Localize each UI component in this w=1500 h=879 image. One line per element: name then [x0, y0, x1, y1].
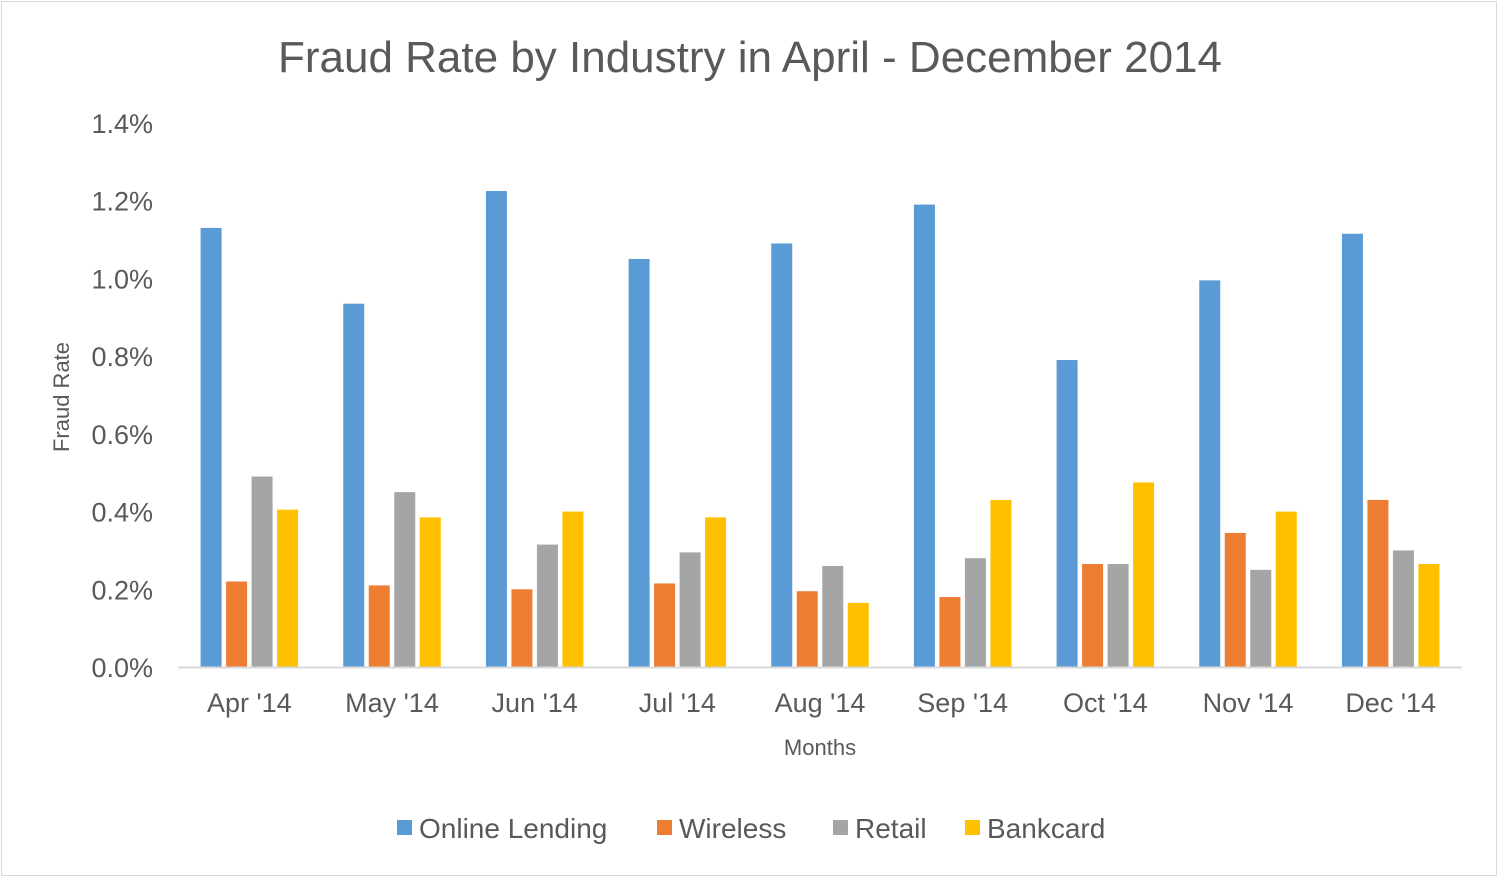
bar — [343, 303, 365, 667]
x-tick-label: Apr '14 — [207, 688, 292, 718]
bar — [1392, 550, 1414, 667]
bar — [1341, 233, 1363, 668]
bar — [939, 597, 961, 667]
bar — [1082, 564, 1104, 667]
y-axis-tick-labels: 0.0% 0.2% 0.4% 0.6% 0.8% 1.0% 1.2% 1.4% — [91, 109, 153, 683]
legend: Online Lending Wireless Retail Bankcard — [397, 813, 1105, 844]
bar — [394, 492, 416, 667]
legend-item: Retail — [833, 813, 927, 844]
legend-swatch — [833, 820, 848, 835]
legend-label: Wireless — [679, 813, 786, 844]
x-tick-label: Oct '14 — [1063, 688, 1148, 718]
series-online-lending — [200, 191, 1363, 668]
y-tick-label: 0.4% — [91, 498, 153, 528]
legend-swatch — [657, 820, 672, 835]
bar — [368, 585, 390, 667]
bar — [1107, 564, 1129, 667]
bar — [419, 517, 441, 667]
bar — [990, 499, 1012, 667]
y-axis-title: Fraud Rate — [49, 342, 74, 452]
bar — [913, 204, 935, 667]
y-tick-label: 0.6% — [91, 420, 153, 450]
x-tick-label: Jul '14 — [639, 688, 716, 718]
x-tick-label: May '14 — [345, 688, 439, 718]
legend-item: Wireless — [657, 813, 786, 844]
bar-series-group — [200, 191, 1440, 668]
bar — [536, 544, 558, 667]
bar — [226, 581, 248, 667]
bar — [1199, 280, 1221, 667]
bar — [1250, 569, 1272, 667]
legend-item: Bankcard — [965, 813, 1105, 844]
bar — [628, 259, 650, 667]
legend-label: Bankcard — [987, 813, 1105, 844]
bar — [562, 511, 584, 667]
x-axis-tick-labels: Apr '14 May '14 Jun '14 Jul '14 Aug '14 Sep '… — [207, 688, 1436, 718]
bar — [511, 589, 533, 667]
x-tick-label: Nov '14 — [1203, 688, 1294, 718]
x-tick-label: Sep '14 — [917, 688, 1008, 718]
bar — [796, 591, 818, 667]
bar — [964, 558, 986, 667]
y-tick-label: 0.8% — [91, 342, 153, 372]
bar — [1056, 360, 1078, 667]
bar — [1224, 532, 1246, 667]
x-tick-label: Aug '14 — [775, 688, 866, 718]
y-tick-label: 1.4% — [91, 109, 153, 139]
bar — [847, 602, 869, 667]
y-tick-label: 1.0% — [91, 264, 153, 294]
bar — [1275, 511, 1297, 667]
bar — [822, 565, 844, 667]
series-wireless — [226, 499, 1389, 667]
bar — [679, 552, 701, 667]
series-retail — [251, 476, 1414, 667]
bar — [654, 583, 676, 667]
bar — [200, 227, 222, 667]
y-tick-label: 0.2% — [91, 575, 153, 605]
bar — [277, 509, 299, 667]
chart-title: Fraud Rate by Industry in April - Decemb… — [278, 33, 1222, 82]
y-tick-label: 1.2% — [91, 187, 153, 217]
legend-label: Retail — [855, 813, 927, 844]
bar — [705, 517, 727, 667]
x-tick-label: Dec '14 — [1345, 688, 1436, 718]
bar — [1367, 499, 1389, 667]
bar — [485, 191, 507, 667]
legend-swatch — [965, 820, 980, 835]
legend-label: Online Lending — [419, 813, 607, 844]
bar — [771, 243, 793, 667]
bar — [251, 476, 273, 667]
x-axis-title: Months — [784, 735, 856, 760]
series-bankcard — [277, 482, 1440, 667]
legend-item: Online Lending — [397, 813, 607, 844]
bar — [1418, 564, 1440, 667]
legend-swatch — [397, 820, 412, 835]
x-tick-label: Jun '14 — [492, 688, 578, 718]
y-tick-label: 0.0% — [91, 653, 153, 683]
bar — [1133, 482, 1155, 667]
